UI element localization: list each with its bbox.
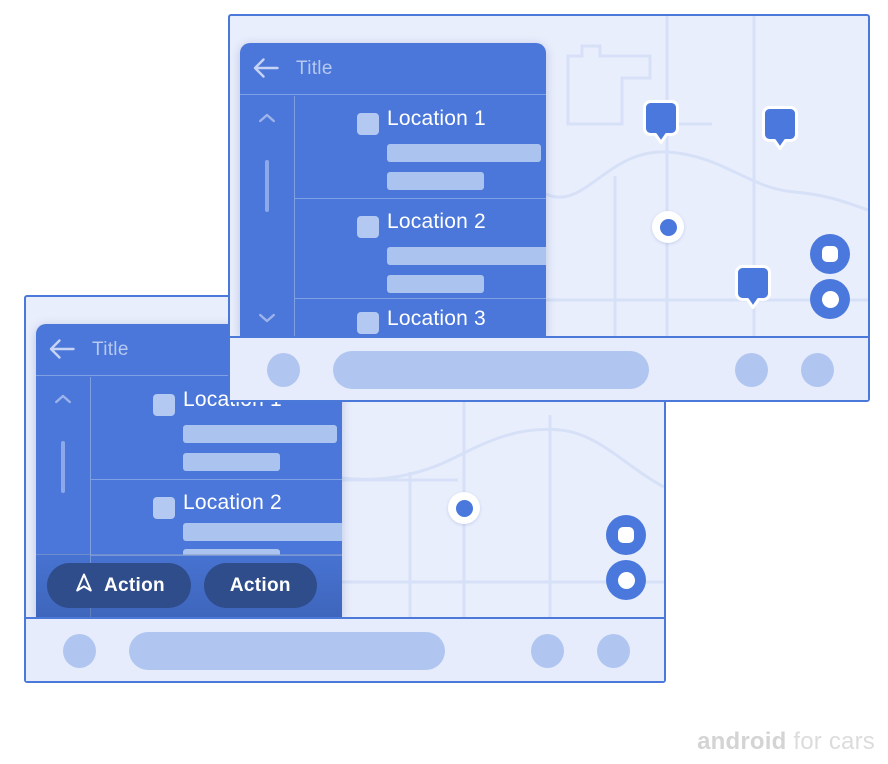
placeholder-line: [183, 424, 337, 443]
panel-body: Location 1 Location 2 Location 3: [240, 95, 546, 337]
place-thumbnail: [357, 112, 379, 135]
scroll-indicator: [61, 440, 65, 493]
place-list: Location 1 Location 2 Location 3: [295, 96, 546, 337]
panel-body: Location 1 Location 2: [36, 376, 342, 618]
brand-suffix: for cars: [786, 728, 875, 755]
list-item[interactable]: Location 1: [91, 377, 342, 480]
dot-marker-center-icon: [455, 499, 473, 517]
place-name: Location 3: [387, 306, 486, 330]
my-location-icon: [617, 571, 635, 589]
map-pin[interactable]: [761, 105, 799, 150]
scroll-indicator: [265, 159, 269, 212]
system-button-placeholder[interactable]: [531, 634, 564, 668]
navigation-arrow-icon: [73, 572, 95, 600]
placeholder-line: [183, 452, 280, 471]
list-item[interactable]: Location 3: [295, 299, 546, 337]
panel-title: Title: [92, 339, 129, 360]
action-button-label: Action: [229, 574, 291, 596]
list-item[interactable]: Location 2: [295, 199, 546, 299]
app-icon-placeholder[interactable]: [63, 634, 96, 668]
my-location-icon: [821, 290, 839, 308]
status-pill-placeholder[interactable]: [129, 632, 445, 670]
scrollbar: [240, 95, 295, 336]
map-dot-marker[interactable]: [448, 492, 480, 524]
navigate-action-button[interactable]: Action: [47, 563, 191, 608]
chevron-down-icon[interactable]: [258, 310, 276, 323]
recenter-square-icon: [822, 246, 838, 262]
system-button-placeholder[interactable]: [801, 353, 834, 387]
map-dot-marker[interactable]: [652, 211, 684, 243]
map-recenter-button[interactable]: [810, 234, 850, 274]
action-button-label: Action: [104, 574, 165, 596]
system-button-placeholder[interactable]: [597, 634, 630, 668]
dot-marker-center-icon: [659, 218, 677, 236]
system-button-placeholder[interactable]: [735, 353, 768, 387]
recenter-square-icon: [618, 527, 634, 543]
map-pin[interactable]: [734, 264, 772, 309]
brand-wordmark: android for cars: [697, 728, 875, 756]
my-location-button[interactable]: [606, 560, 646, 600]
chevron-up-icon[interactable]: [54, 391, 72, 403]
my-location-button[interactable]: [810, 279, 850, 319]
panel-header: Title: [36, 324, 342, 376]
back-arrow-icon[interactable]: [252, 56, 280, 80]
brand-product: android: [697, 728, 787, 755]
place-thumbnail: [153, 497, 175, 519]
map-pin[interactable]: [642, 99, 680, 144]
place-name: Location 2: [387, 210, 486, 233]
list-item[interactable]: Location 1: [295, 96, 546, 199]
chevron-up-icon[interactable]: [258, 110, 276, 122]
system-bar: [230, 336, 868, 400]
placeholder-line: [387, 171, 484, 190]
secondary-action-button[interactable]: Action: [203, 563, 317, 608]
app-icon-placeholder[interactable]: [267, 353, 300, 387]
place-name: Location 2: [183, 491, 282, 514]
system-bar: [26, 617, 664, 681]
place-list: Location 1 Location 2: [91, 377, 342, 618]
placeholder-line: [387, 275, 484, 293]
place-thumbnail: [357, 216, 379, 238]
car-screen-back: Title: [228, 14, 870, 402]
place-name: Location 1: [387, 106, 486, 130]
placeholder-line: [183, 523, 342, 541]
map-recenter-button[interactable]: [606, 515, 646, 555]
panel-header: Title: [240, 43, 546, 95]
placeholder-line: [183, 549, 280, 555]
list-item[interactable]: Location 2: [91, 480, 342, 556]
panel-title: Title: [296, 58, 333, 79]
status-pill-placeholder[interactable]: [333, 351, 649, 389]
back-arrow-icon[interactable]: [48, 337, 76, 361]
placeholder-line: [387, 143, 541, 162]
place-thumbnail: [153, 393, 175, 416]
placeholder-line: [387, 247, 546, 265]
action-button-row: Action Action: [47, 563, 317, 608]
place-list-panel: Title: [240, 43, 546, 336]
scrollbar: [36, 376, 91, 617]
place-thumbnail: [357, 311, 379, 334]
